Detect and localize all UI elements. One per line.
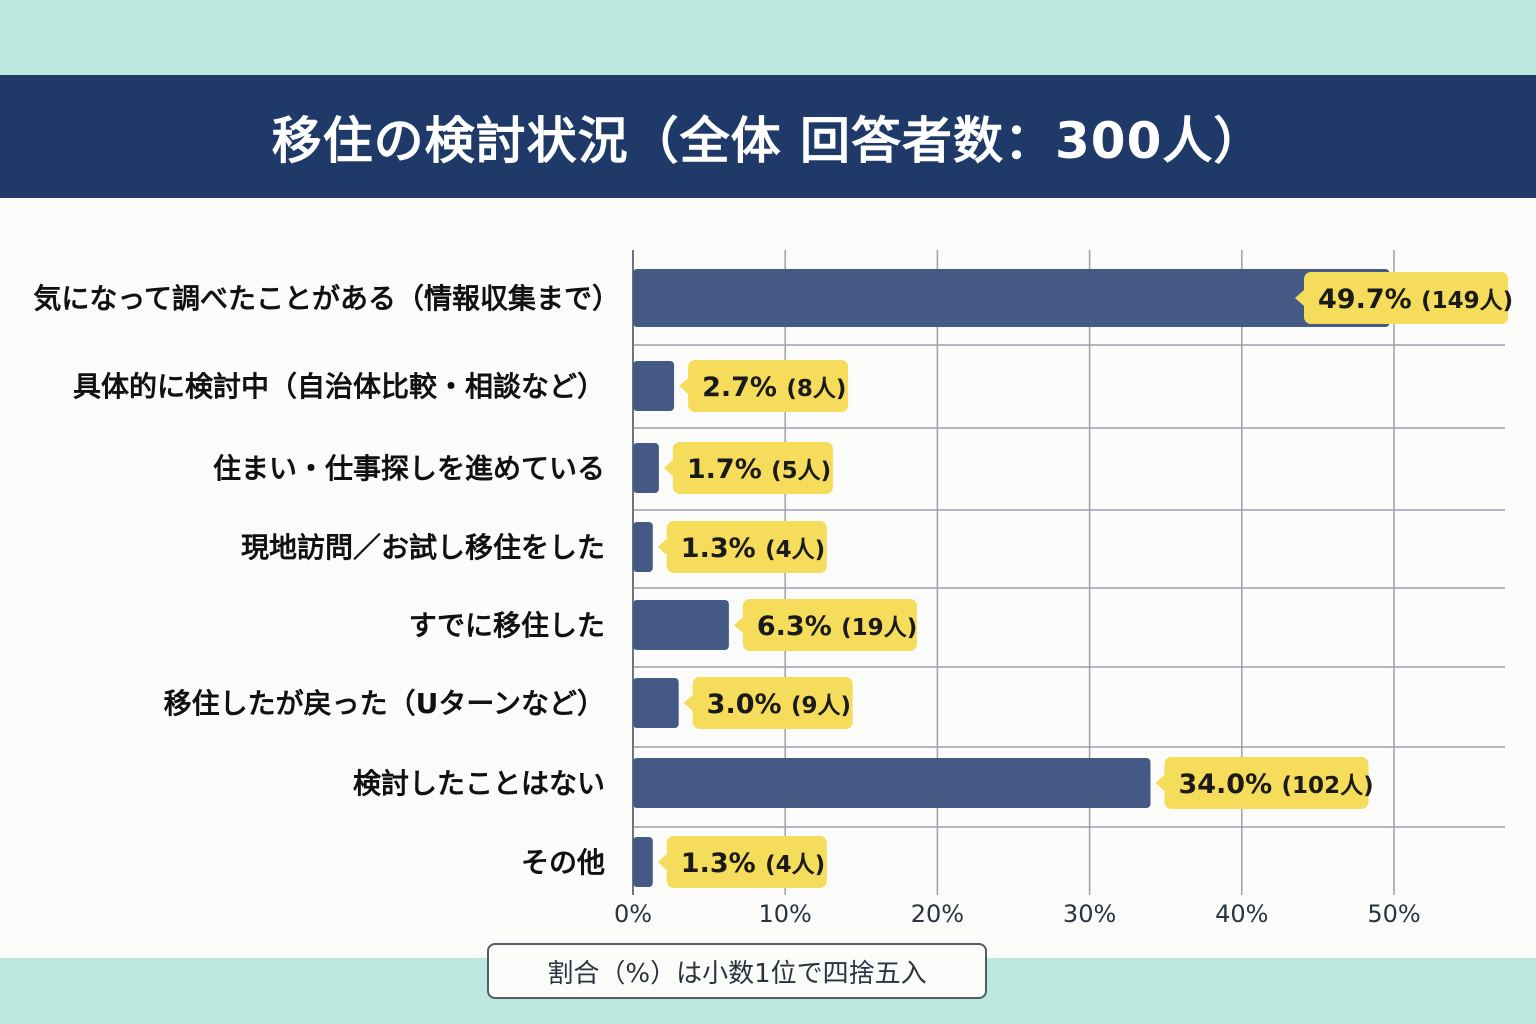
data-label: 49.7% (149人): [1318, 284, 1513, 315]
data-label: 34.0% (102人): [1178, 769, 1373, 800]
data-label-bg: [672, 442, 833, 494]
count-value: (149人): [1421, 288, 1513, 314]
category-label: その他: [521, 846, 605, 879]
bar: [633, 600, 729, 650]
bar: [633, 269, 1390, 327]
x-tick-label: 20%: [911, 900, 964, 928]
data-label-bg: [666, 521, 827, 573]
data-label-bg: [1304, 272, 1508, 324]
category-label: 具体的に検討中（自治体比較・相談など）: [73, 370, 605, 403]
data-label: 2.7% (8人): [702, 372, 846, 403]
percent-value: 3.0%: [707, 689, 791, 720]
data-label-bg: [1164, 757, 1369, 809]
x-tick-label: 40%: [1215, 900, 1268, 928]
percent-value: 6.3%: [757, 611, 841, 642]
data-label-bg: [742, 599, 917, 651]
label-pointer: [679, 378, 689, 394]
category-label: 気になって調べたことがある（情報収集まで）: [33, 282, 620, 315]
count-value: (4人): [765, 852, 825, 878]
data-label: 1.3% (4人): [681, 533, 825, 564]
count-value: (102人): [1282, 773, 1374, 799]
x-tick-label: 50%: [1367, 900, 1420, 928]
label-pointer: [733, 617, 743, 633]
bar: [633, 361, 675, 411]
label-pointer: [657, 854, 667, 870]
label-pointer: [663, 460, 673, 476]
data-label: 1.3% (4人): [681, 848, 825, 879]
count-value: (4人): [765, 537, 825, 563]
data-label: 1.7% (5人): [687, 454, 831, 485]
category-label: 住まい・仕事探しを進めている: [213, 452, 605, 485]
count-value: (5人): [771, 458, 831, 484]
data-label: 3.0% (9人): [707, 689, 851, 720]
bar: [633, 837, 653, 887]
category-label: 検討したことはない: [353, 767, 605, 800]
count-value: (8人): [786, 376, 846, 402]
label-pointer: [1295, 290, 1304, 306]
count-value: (9人): [791, 693, 851, 719]
chart-title: 移住の検討状況（全体 回答者数：300人）: [271, 111, 1265, 170]
data-label: 6.3% (19人): [757, 611, 917, 642]
percent-value: 2.7%: [702, 372, 786, 403]
bar: [633, 758, 1151, 808]
percent-value: 1.3%: [681, 533, 765, 564]
data-label-bg: [688, 360, 849, 412]
title-banner: 移住の検討状況（全体 回答者数：300人）: [0, 75, 1536, 198]
category-label: 現地訪問／お試し移住をした: [241, 531, 605, 564]
category-label: 移住したが戻った（Uターンなど）: [164, 687, 605, 720]
rounding-note: 割合（%）は小数1位で四捨五入: [487, 943, 987, 999]
percent-value: 1.3%: [681, 848, 765, 879]
x-tick-label: 0%: [614, 900, 652, 928]
label-pointer: [683, 695, 693, 711]
category-label: すでに移住した: [409, 609, 605, 642]
label-pointer: [1155, 775, 1165, 791]
percent-value: 1.7%: [687, 454, 771, 485]
percent-value: 34.0%: [1178, 769, 1281, 800]
top-band: [0, 0, 1536, 75]
bar: [633, 443, 659, 493]
x-tick-label: 10%: [759, 900, 812, 928]
bar: [633, 522, 653, 572]
x-tick-label: 30%: [1063, 900, 1116, 928]
percent-value: 49.7%: [1318, 284, 1421, 315]
data-label-bg: [692, 677, 853, 729]
bar: [633, 678, 679, 728]
data-label-bg: [666, 836, 827, 888]
label-pointer: [657, 539, 667, 555]
count-value: (19人): [841, 615, 917, 641]
